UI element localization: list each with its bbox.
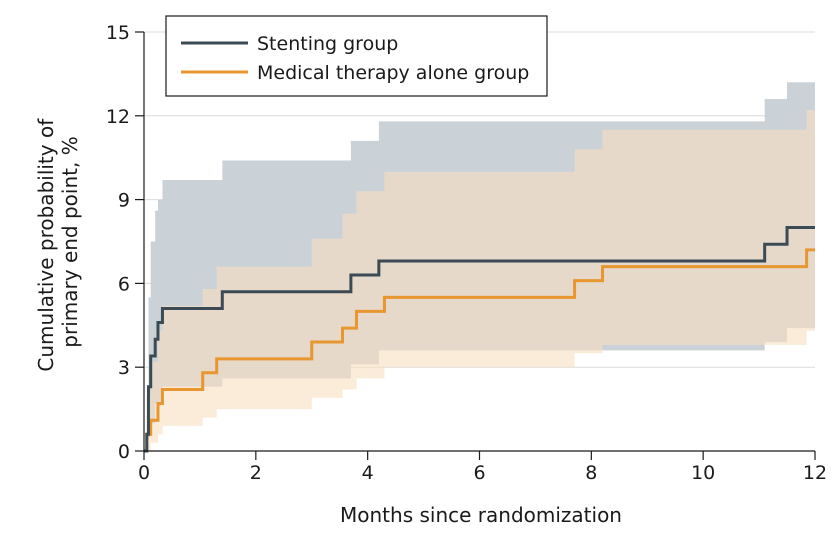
y-tick-label: 0 bbox=[118, 441, 130, 463]
survival-curves bbox=[144, 226, 815, 453]
curve-medical bbox=[144, 248, 815, 453]
x-tick-label: 2 bbox=[250, 462, 262, 484]
y-axis-title-line-2: primary end point, % bbox=[58, 136, 82, 347]
y-axis-title-line-1: Cumulative probability of bbox=[34, 118, 58, 372]
legend-label-stenting: Stenting group bbox=[257, 33, 398, 55]
x-tick-label: 0 bbox=[138, 462, 150, 484]
x-tick-label: 10 bbox=[691, 462, 715, 484]
x-tick-label: 8 bbox=[585, 462, 597, 484]
y-tick-label: 3 bbox=[118, 357, 130, 379]
y-tick-label: 12 bbox=[106, 106, 130, 128]
y-tick-label: 6 bbox=[118, 273, 130, 295]
legend-label-medical: Medical therapy alone group bbox=[257, 62, 529, 84]
y-axis-title: Cumulative probability of primary end po… bbox=[34, 112, 82, 371]
x-tick-label: 4 bbox=[362, 462, 374, 484]
x-tick-label: 6 bbox=[473, 462, 485, 484]
x-axis-ticks: 0 2 4 6 8 10 12 bbox=[138, 451, 827, 484]
y-tick-label: 9 bbox=[118, 190, 130, 212]
legend-box bbox=[165, 15, 548, 97]
x-axis-title: Months since randomization bbox=[340, 503, 622, 527]
y-tick-label: 15 bbox=[106, 22, 130, 44]
legend: Stenting group Medical therapy alone gro… bbox=[165, 15, 548, 97]
curve-stenting bbox=[144, 226, 815, 453]
y-axis-ticks: 0 3 6 9 12 15 bbox=[106, 22, 144, 463]
ci-band-medical bbox=[144, 110, 815, 451]
x-tick-label: 12 bbox=[803, 462, 827, 484]
